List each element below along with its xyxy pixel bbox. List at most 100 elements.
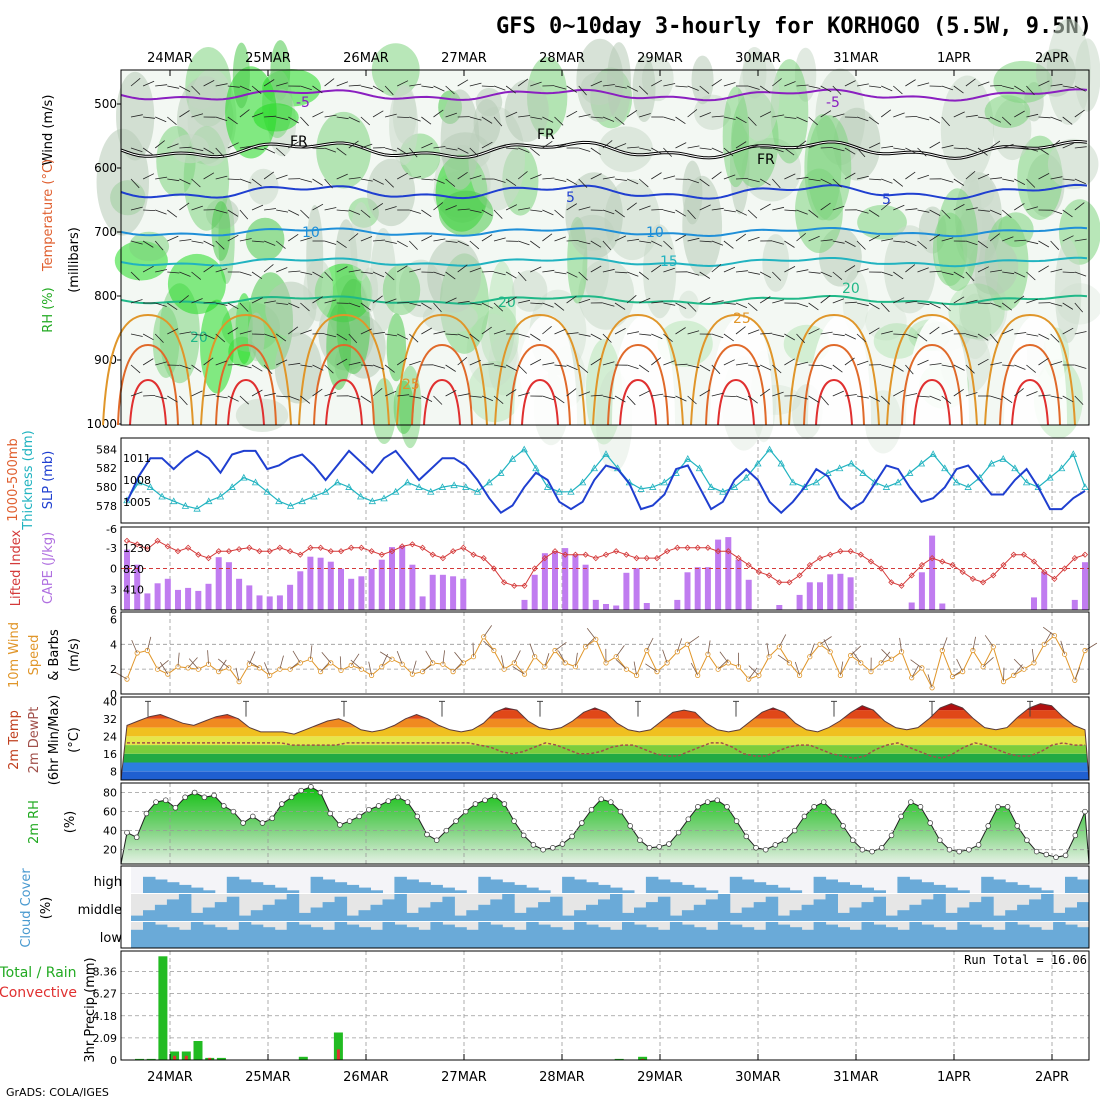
precip-conv-bar <box>173 1055 177 1060</box>
wind-barb <box>953 271 965 279</box>
rh-point <box>182 794 188 801</box>
wind-barb <box>191 333 204 336</box>
wind-barb <box>179 331 192 335</box>
wind-barb <box>590 394 603 397</box>
cloud-bar <box>226 896 240 921</box>
rh-shading <box>253 103 299 132</box>
wind-barb <box>723 266 736 273</box>
cloud-bar <box>933 927 946 948</box>
wind-barb <box>360 302 371 311</box>
rh-point <box>298 787 304 794</box>
rh-point <box>791 827 798 834</box>
cloud-bar <box>693 887 707 893</box>
wind-barb <box>384 390 397 397</box>
wind-barb <box>984 635 994 648</box>
li-point <box>501 579 508 586</box>
wind-barb <box>348 116 360 123</box>
wind-barb <box>263 333 276 339</box>
contour-label: 10 <box>302 225 320 241</box>
contour-30 <box>215 343 277 426</box>
cloud-bar <box>634 907 647 921</box>
wind-barb <box>372 239 386 242</box>
wind-barb <box>130 240 143 245</box>
cloud-bar <box>813 899 827 921</box>
wind-barb <box>850 645 862 656</box>
thickness-point <box>263 487 271 495</box>
wind-barb <box>759 388 771 397</box>
wind-barb <box>832 85 842 95</box>
wind-barb <box>1042 626 1055 636</box>
rh-point <box>211 792 217 799</box>
temp-band <box>121 727 1089 737</box>
contour-20 <box>120 294 1088 306</box>
rh-point <box>230 808 237 815</box>
wind-barb <box>384 271 395 281</box>
cloud-bar <box>957 922 970 948</box>
cape-bar <box>715 539 722 610</box>
wind-barb <box>808 328 820 335</box>
cloud-bar <box>514 884 527 893</box>
wind-barb <box>203 301 216 304</box>
contour-30 <box>901 343 963 426</box>
wind-barb <box>809 643 815 657</box>
wind-barb <box>251 178 262 187</box>
cape-bar <box>215 557 222 610</box>
wind-barb <box>905 333 917 339</box>
thickness-point <box>987 459 996 467</box>
cape-bar <box>460 578 467 610</box>
wind-barb <box>300 364 313 368</box>
rh-point <box>733 818 740 824</box>
wind-barb <box>409 116 421 122</box>
rh-point <box>995 804 1001 810</box>
wind-barb <box>687 330 700 335</box>
thickness-point <box>964 483 972 490</box>
wind-barb <box>239 145 252 149</box>
thickness-point <box>952 478 961 486</box>
cape-bar <box>134 564 141 610</box>
wind-barb <box>554 116 564 126</box>
wind-barb <box>300 85 312 91</box>
wind-barb <box>772 114 785 118</box>
wind-barb <box>167 271 180 274</box>
wind-barb <box>1062 327 1074 335</box>
wind-barb <box>645 663 658 672</box>
date-label-top: 27MAR <box>441 51 487 66</box>
li-point <box>929 555 936 562</box>
wind-barb <box>687 85 699 91</box>
li-point <box>980 579 987 586</box>
rh-point <box>308 784 314 790</box>
thickness-point <box>1011 464 1019 472</box>
cloud-bar <box>681 924 695 948</box>
rh-shading <box>247 312 265 362</box>
wind-barb <box>433 202 444 211</box>
wind-barb <box>687 395 697 405</box>
wind-barb <box>263 147 276 154</box>
cape-bar <box>124 549 130 610</box>
cloud-bar <box>406 927 419 948</box>
wind-barb <box>239 330 252 335</box>
li-point <box>174 548 182 555</box>
slp-line <box>126 449 1086 515</box>
wind-barb <box>905 264 916 273</box>
wind-barb <box>723 333 734 342</box>
contour-35 <box>325 378 363 426</box>
li-point <box>1010 551 1017 558</box>
precip-ylabel-2: Convective <box>0 985 77 1001</box>
thickness-point <box>403 478 412 486</box>
cape-bar <box>205 583 212 610</box>
wind-barb <box>1026 113 1039 118</box>
rh-point <box>569 833 575 840</box>
wind-barb <box>965 170 976 180</box>
wind-barb <box>844 357 855 366</box>
wind-barb <box>735 395 748 401</box>
wind-barb <box>977 333 989 341</box>
cloud-bar <box>717 922 731 948</box>
rh-point <box>250 813 256 820</box>
cloud-bar <box>406 879 419 893</box>
rh-point <box>762 846 769 853</box>
wind-barb <box>542 140 553 149</box>
wind-barb <box>348 361 361 366</box>
wind-barb <box>276 359 288 366</box>
wind-barb <box>1014 178 1026 185</box>
wind-barb <box>445 364 456 372</box>
